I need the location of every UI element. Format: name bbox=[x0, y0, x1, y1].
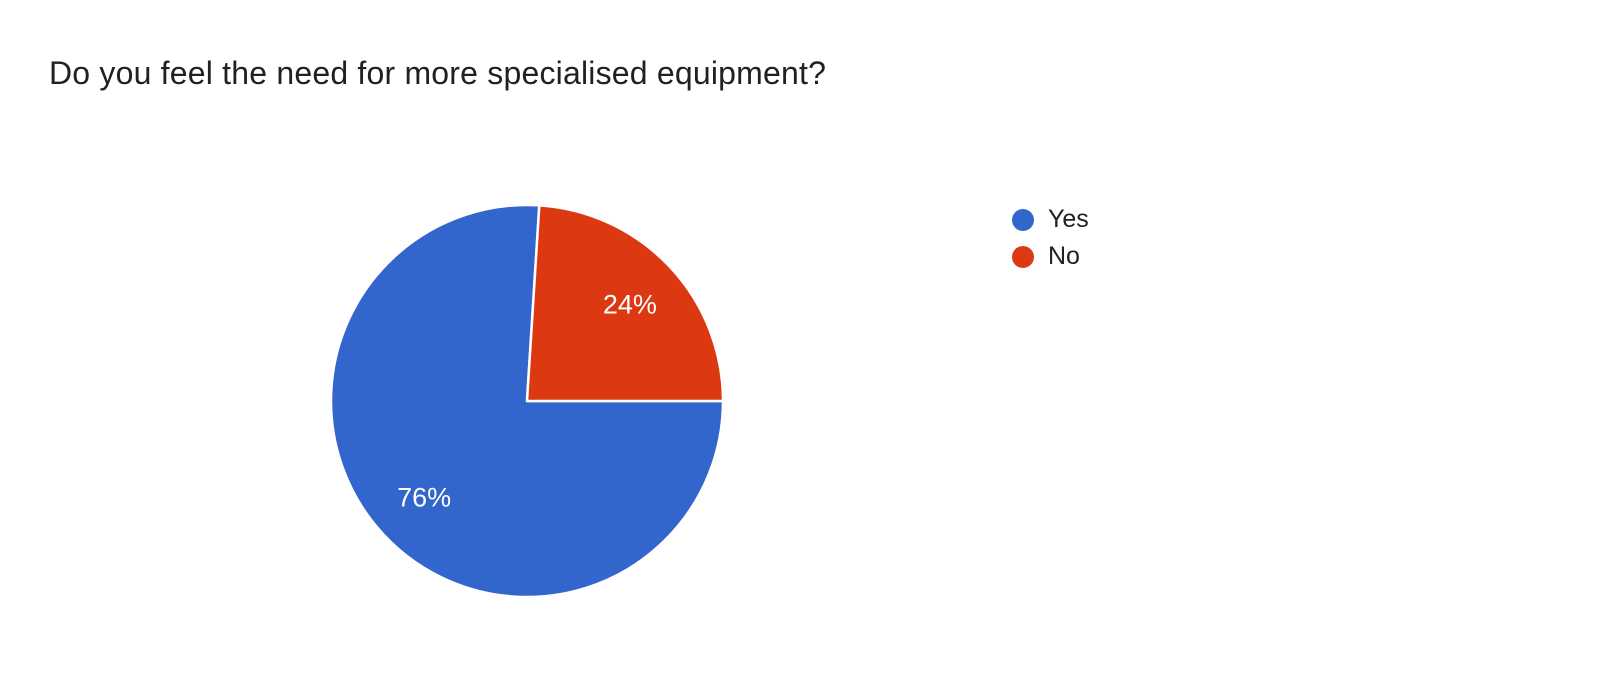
chart-legend: Yes No bbox=[1012, 201, 1089, 275]
legend-swatch-icon bbox=[1012, 208, 1034, 231]
legend-item: Yes bbox=[1012, 201, 1089, 238]
slice-label-yes: 76% bbox=[397, 483, 451, 513]
legend-swatch-icon bbox=[1012, 245, 1034, 268]
slice-label-no: 24% bbox=[603, 289, 657, 319]
pie-chart: 76% 24% bbox=[329, 203, 725, 599]
pie-slice-no bbox=[525, 204, 725, 403]
pie-slice-yes bbox=[329, 203, 725, 599]
legend-label: Yes bbox=[1048, 205, 1089, 233]
legend-item: No bbox=[1012, 238, 1089, 275]
legend-label: No bbox=[1048, 242, 1080, 270]
question-title: Do you feel the need for more specialise… bbox=[49, 55, 827, 91]
